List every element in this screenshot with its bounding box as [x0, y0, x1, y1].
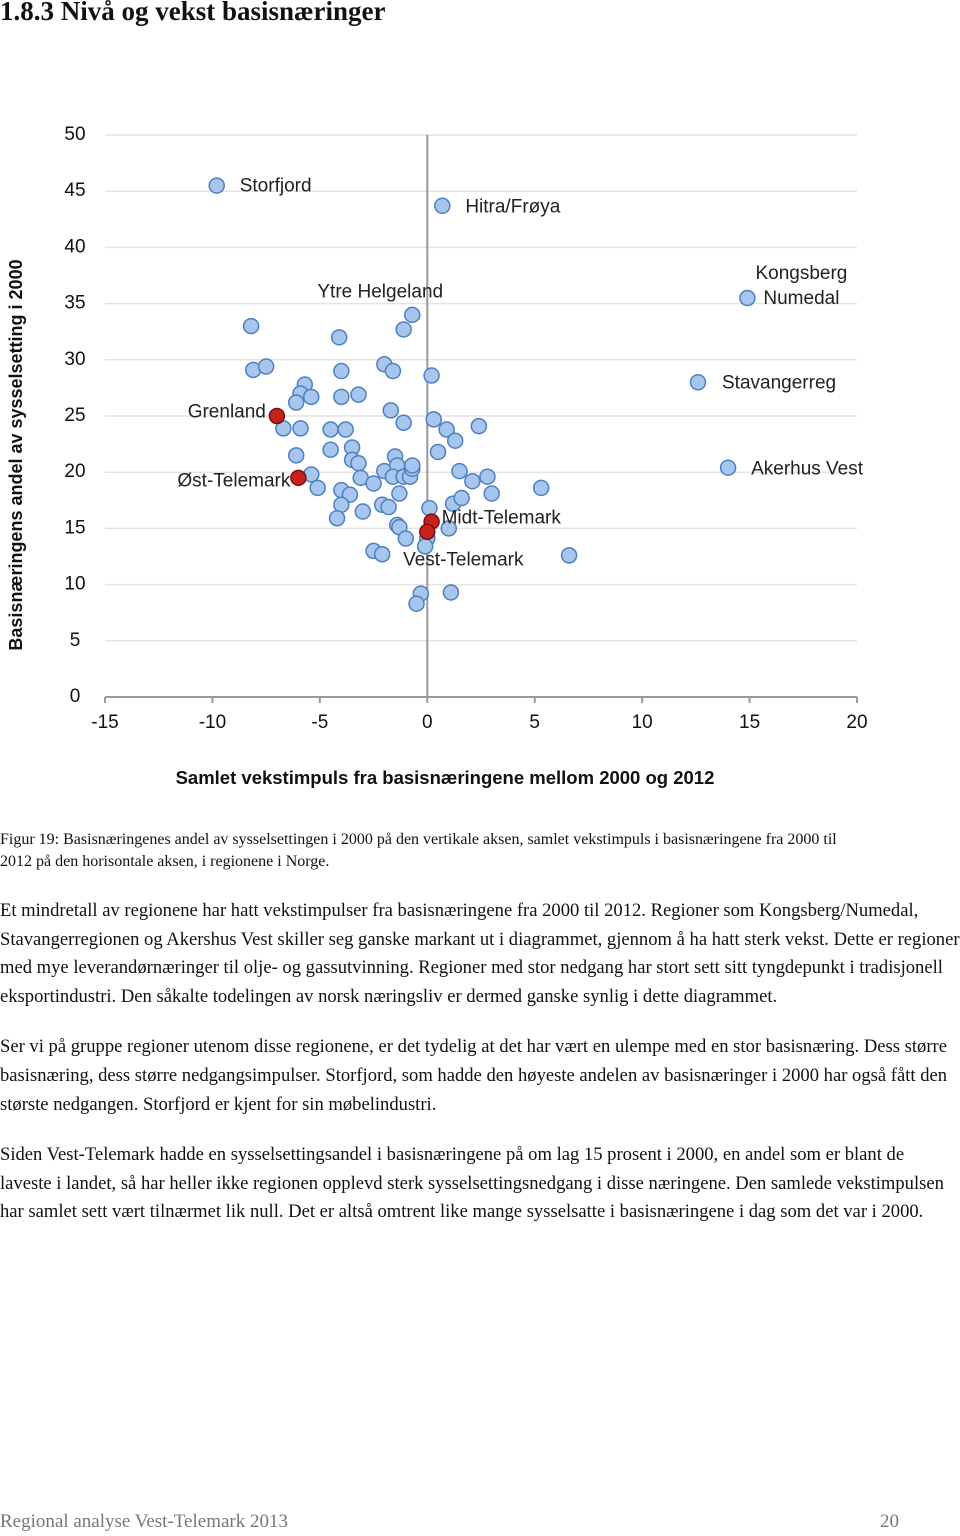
point	[257, 358, 275, 375]
x-tick-label: 5	[529, 712, 540, 733]
point	[442, 584, 460, 601]
y-tick-label: 0	[70, 686, 81, 707]
point	[479, 468, 496, 485]
point	[384, 362, 402, 380]
point	[309, 479, 326, 497]
point	[337, 421, 354, 438]
paragraph: Siden Vest-Telemark hadde en sysselsetti…	[0, 1144, 944, 1223]
point-label: Vest-Telemark	[403, 549, 524, 571]
point-label: Hitra/Frøya	[465, 196, 561, 218]
point	[440, 520, 458, 537]
point	[719, 459, 737, 476]
page-number: 20	[880, 1511, 899, 1532]
point	[395, 414, 412, 431]
point	[429, 443, 447, 461]
y-tick-label: 45	[64, 180, 85, 201]
point	[380, 498, 397, 516]
point-label: Storfjord	[239, 175, 312, 197]
point	[453, 489, 470, 507]
y-tick-label: 30	[64, 349, 85, 370]
point-label: Midt-Telemark	[441, 507, 561, 529]
point	[532, 479, 550, 497]
x-tick-label: -5	[311, 712, 328, 733]
point	[739, 289, 756, 307]
y-axis-title: Basisnæringens andel av sysselsetting i …	[6, 259, 26, 650]
point	[333, 388, 350, 406]
y-tick-label: 35	[64, 293, 85, 314]
point	[268, 407, 286, 425]
point	[403, 457, 421, 474]
x-tick-label: 10	[632, 712, 653, 733]
point	[438, 421, 455, 438]
x-axis-title: Samlet vekstimpuls fra basisnæringene me…	[176, 767, 715, 788]
point	[354, 503, 372, 520]
point	[290, 469, 307, 487]
point	[470, 417, 488, 435]
chart: Basisnæringens andel av sysselsetting i …	[6, 124, 868, 788]
point	[397, 530, 415, 547]
point	[434, 197, 451, 215]
x-tick-label: -15	[91, 712, 118, 733]
point-label: Kongsberg Numedal	[755, 262, 848, 309]
point	[322, 441, 339, 458]
point	[242, 317, 260, 335]
point	[689, 374, 707, 391]
x-tick-label: 15	[739, 712, 760, 733]
y-tick-label: 20	[64, 461, 85, 482]
point	[208, 177, 225, 194]
x-tick-label: 20	[846, 712, 867, 733]
point	[446, 432, 464, 449]
caption: Figur 19: Basisnæringenes andel av sysse…	[0, 831, 837, 870]
point	[560, 547, 578, 564]
y-tick-label: 50	[64, 124, 85, 145]
point	[425, 411, 442, 428]
point	[350, 386, 367, 403]
paragraph: Et mindretall av regionene har hatt veks…	[0, 900, 960, 1007]
point	[483, 485, 500, 502]
point	[403, 306, 421, 324]
paragraph: Ser vi på gruppe regioner utenom disse r…	[0, 1036, 948, 1115]
point	[419, 523, 436, 541]
point	[350, 454, 367, 472]
point	[391, 485, 408, 502]
point	[287, 447, 305, 464]
point-label: Grenland	[187, 401, 266, 423]
point	[303, 388, 320, 406]
point-label: Øst-Telemark	[177, 470, 291, 492]
point	[421, 499, 438, 517]
point-label: Stavangerreg	[722, 372, 837, 394]
y-tick-label: 25	[64, 405, 85, 426]
y-tick-label: 40	[64, 236, 85, 257]
point	[395, 321, 412, 338]
point	[423, 367, 440, 384]
y-tick-label: 5	[70, 630, 81, 651]
footer-title: Regional analyse Vest-Telemark 2013	[0, 1511, 288, 1532]
point	[287, 394, 305, 411]
body-text: Et mindretall av regionene har hatt veks…	[0, 897, 960, 1249]
point	[330, 329, 348, 346]
x-tick-label: 0	[422, 712, 433, 733]
heading: 1.8.3 Nivå og vekst basisnæringer	[0, 0, 386, 26]
point	[328, 510, 346, 527]
point	[382, 402, 400, 419]
x-tick-label: -10	[199, 712, 226, 733]
point-label: Ytre Helgeland	[317, 281, 444, 303]
point	[365, 475, 382, 492]
point	[322, 421, 339, 438]
point-label: Akerhus Vest	[751, 458, 864, 480]
y-tick-label: 10	[64, 574, 85, 595]
point	[464, 472, 481, 490]
point	[451, 462, 468, 480]
point	[333, 362, 350, 380]
chart-svg: Basisnæringens andel av sysselsetting i …	[6, 124, 868, 788]
point	[408, 595, 425, 612]
point	[292, 420, 309, 437]
point	[373, 546, 391, 563]
point	[333, 496, 350, 514]
y-tick-label: 15	[64, 517, 85, 538]
